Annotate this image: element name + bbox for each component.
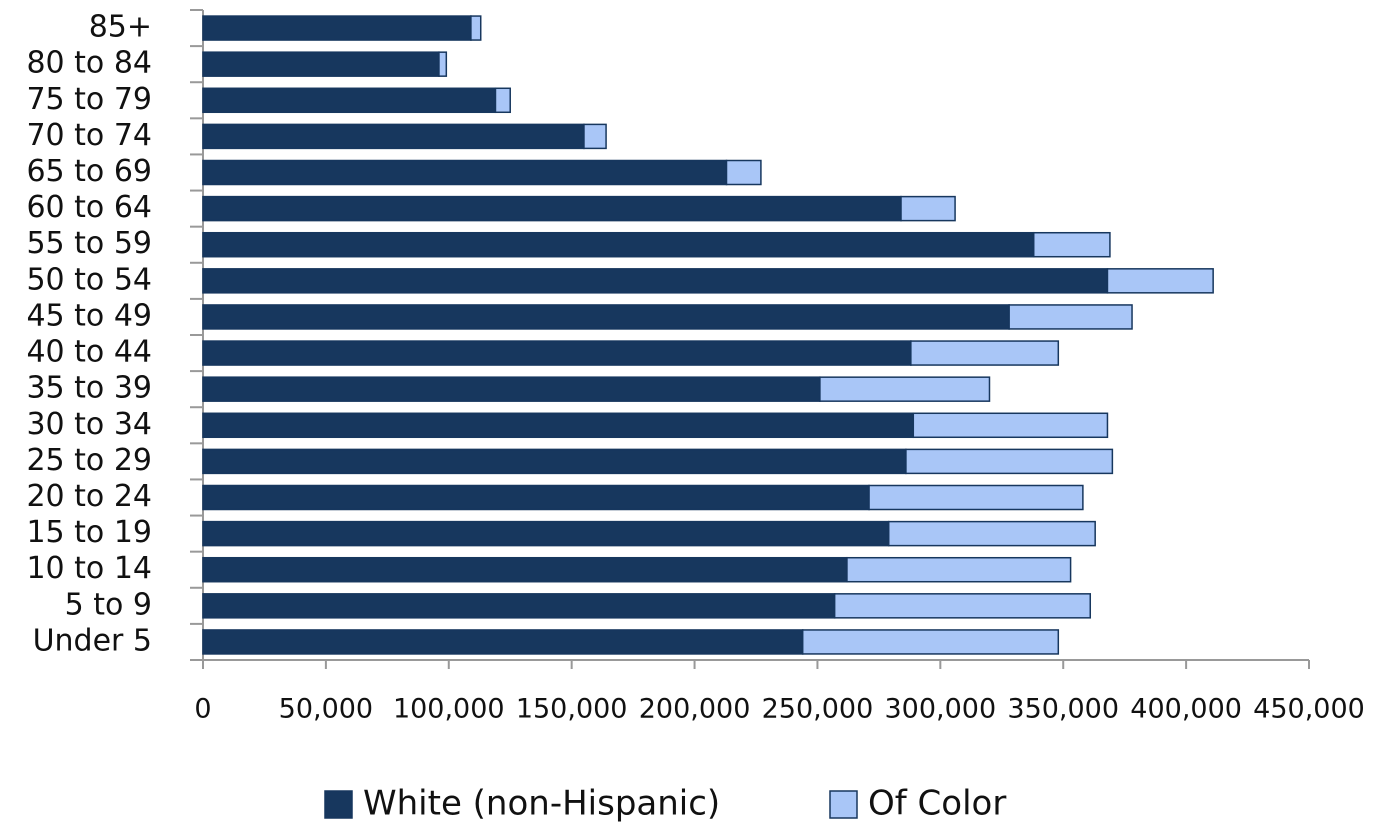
bar-segment (202, 231, 1035, 258)
bar-segment (202, 159, 728, 186)
bar-segment (583, 123, 607, 150)
bar-segment (912, 412, 1109, 439)
y-tick-label: 50 to 54 (26, 262, 152, 297)
y-tick-label: 25 to 29 (26, 443, 152, 478)
bar-segment (868, 484, 1084, 511)
bar-segment (494, 87, 511, 114)
x-tick-label: 400,000 (1130, 694, 1242, 725)
y-tick-label: 5 to 9 (65, 587, 152, 622)
bar-segment (202, 520, 890, 547)
y-tick-label: 65 to 69 (26, 154, 152, 189)
bar-segment (202, 448, 907, 475)
bar-segment (202, 123, 585, 150)
bar-segment (1008, 304, 1133, 330)
y-tick-label: 70 to 74 (26, 118, 152, 153)
bar-segment (202, 87, 497, 114)
bar-segment (202, 376, 821, 402)
bar-segment (819, 376, 991, 402)
bar-segment (1032, 231, 1111, 258)
y-tick-label: 45 to 49 (26, 298, 152, 333)
bar-segment (438, 51, 448, 77)
y-tick-label: 85+ (89, 10, 152, 45)
bar-segment (905, 448, 1114, 475)
bar-segment (202, 629, 804, 655)
bar-segment (202, 15, 472, 41)
bar-segment (1106, 268, 1214, 294)
y-tick-label: 60 to 64 (26, 190, 152, 225)
y-tick-label: 20 to 24 (26, 479, 152, 514)
bar-segment (202, 593, 836, 619)
bar-segment (470, 15, 482, 41)
bar-segment (725, 159, 762, 186)
bar-segment (801, 629, 1060, 655)
legend-swatch (324, 790, 353, 819)
x-tick-label: 200,000 (639, 694, 751, 725)
y-tick-label: 55 to 59 (26, 226, 152, 261)
bar-segment (202, 51, 440, 77)
x-tick-label: 150,000 (516, 694, 628, 725)
y-tick-label: 40 to 44 (26, 335, 152, 370)
legend-label: White (non-Hispanic) (363, 784, 720, 824)
y-tick-label: 30 to 34 (26, 407, 152, 442)
x-tick-label: 450,000 (1253, 694, 1365, 725)
x-tick-label: 0 (194, 694, 211, 725)
y-tick-label: 75 to 79 (26, 82, 152, 117)
bar-segment (910, 340, 1060, 366)
bar-segment (202, 412, 915, 439)
y-tick-label: 35 to 39 (26, 371, 152, 406)
y-tick-label: Under 5 (33, 623, 152, 658)
bar-segment (900, 195, 956, 222)
bar-segment (202, 484, 870, 511)
bar-segment (846, 556, 1072, 583)
bar-segment (202, 556, 848, 583)
legend-swatch (829, 790, 858, 819)
x-tick-label: 100,000 (393, 694, 505, 725)
bar-segment (887, 520, 1096, 547)
bar-segment (202, 304, 1010, 330)
x-tick-label: 50,000 (279, 694, 373, 725)
x-tick-label: 250,000 (762, 694, 874, 725)
y-tick-label: 80 to 84 (26, 46, 152, 81)
x-tick-label: 300,000 (885, 694, 997, 725)
bar-segment (833, 593, 1092, 619)
y-tick-label: 10 to 14 (26, 551, 152, 586)
bar-segment (202, 195, 902, 222)
x-tick-label: 350,000 (1007, 694, 1119, 725)
y-tick-label: 15 to 19 (26, 515, 152, 550)
bar-segment (202, 268, 1109, 294)
legend-label: Of Color (868, 784, 1006, 824)
bar-segment (202, 340, 912, 366)
